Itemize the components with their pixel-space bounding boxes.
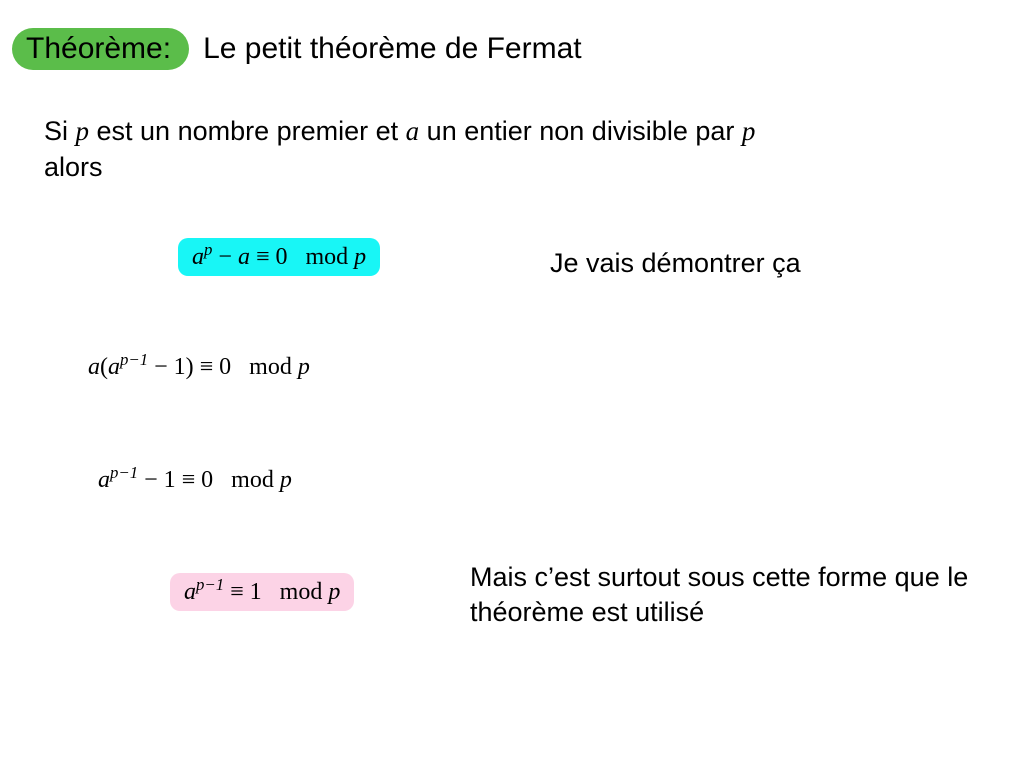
equation-1-content: ap − a ≡ 0 mod p	[178, 238, 380, 276]
equation-4: ap−1 ≡ 1 mod p	[170, 575, 354, 606]
theorem-title: Le petit théorème de Fermat	[203, 32, 582, 66]
equation-4-content: ap−1 ≡ 1 mod p	[170, 573, 354, 611]
equation-2-content: a(ap−1 − 1) ≡ 0 mod p	[88, 354, 310, 380]
theorem-badge: Théorème:	[12, 28, 189, 70]
equation-3: ap−1 − 1 ≡ 0 mod p	[98, 463, 292, 494]
premise-text: un entier non divisible par	[419, 116, 742, 146]
var-p: p	[76, 116, 90, 146]
premise-line2: alors	[44, 152, 103, 182]
theorem-header: Théorème: Le petit théorème de Fermat	[12, 28, 582, 70]
equation-3-content: ap−1 − 1 ≡ 0 mod p	[98, 467, 292, 493]
note-right: Je vais démontrer ça	[550, 248, 801, 279]
var-p: p	[742, 116, 756, 146]
var-a: a	[406, 116, 420, 146]
theorem-premise: Si p est un nombre premier et a un entie…	[44, 113, 1004, 186]
premise-text: est un nombre premier et	[89, 116, 406, 146]
note-bottom: Mais c’est surtout sous cette forme que …	[470, 560, 1024, 630]
premise-text: Si	[44, 116, 76, 146]
equation-2: a(ap−1 − 1) ≡ 0 mod p	[88, 350, 310, 381]
equation-1: ap − a ≡ 0 mod p	[178, 240, 380, 271]
